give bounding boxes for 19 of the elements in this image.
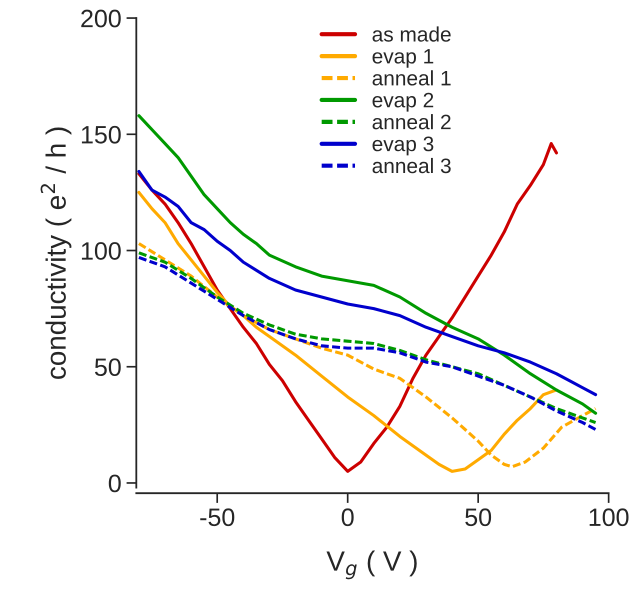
legend-label: anneal 2 xyxy=(372,114,451,130)
legend-label: evap 2 xyxy=(372,92,434,112)
legend-label: as made xyxy=(372,26,451,42)
x-tick-label: 50 xyxy=(465,508,492,526)
legend-label: evap 3 xyxy=(372,136,434,156)
x-tick-label: 100 xyxy=(590,508,629,526)
x-axis-title: V$_{g}$ ( V ) xyxy=(326,550,417,580)
y-tick-label: 50 xyxy=(94,358,121,376)
y-tick-label: 150 xyxy=(82,126,121,144)
x-tick-label: -50 xyxy=(200,508,234,526)
line-series xyxy=(137,114,598,415)
y-tick-label: 0 xyxy=(108,474,121,492)
y-tick-label: 100 xyxy=(82,242,121,260)
y-axis-title: conductivity ( e$^{2}$ / h ) xyxy=(40,128,72,379)
legend-label: anneal 1 xyxy=(372,70,451,86)
y-tick-label: 200 xyxy=(81,10,121,28)
x-tick-label: 0 xyxy=(342,508,354,526)
legend-label: evap 1 xyxy=(372,49,434,68)
legend-label: anneal 3 xyxy=(372,158,451,174)
